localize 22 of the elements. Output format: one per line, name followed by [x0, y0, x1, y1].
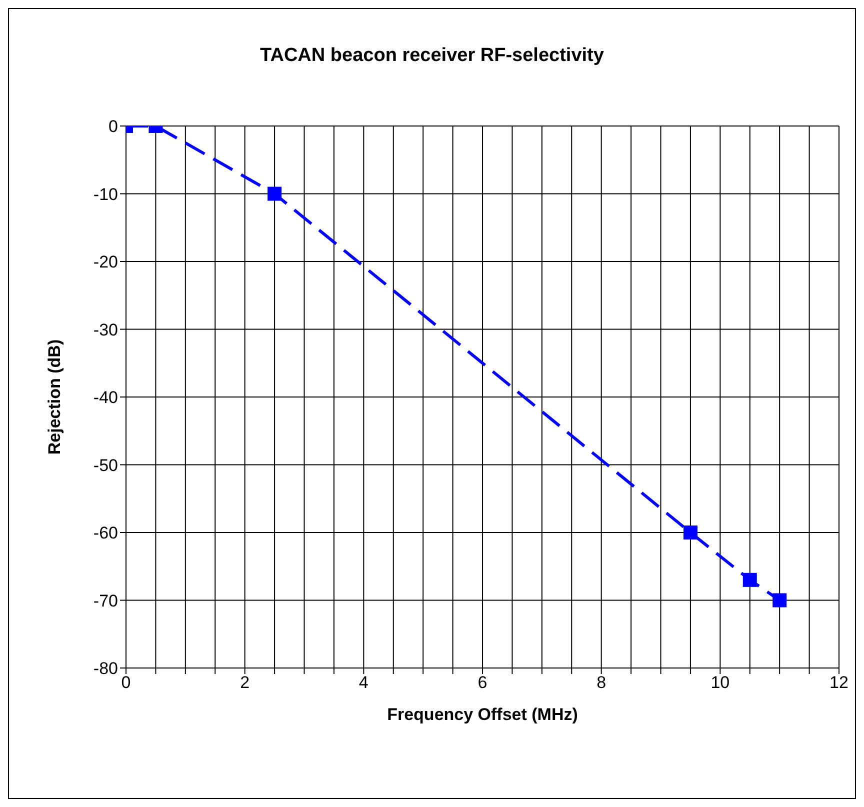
x-tick-label: 0 — [121, 673, 131, 692]
x-tick-label: 6 — [478, 673, 488, 692]
x-tick-label: 10 — [710, 673, 730, 692]
y-tick-label: -50 — [93, 456, 118, 475]
chart-title: TACAN beacon receiver RF-selectivity — [259, 45, 605, 67]
y-tick-label: -60 — [93, 524, 118, 543]
point — [683, 526, 698, 540]
x-axis-title: Frequency Offset (MHz) — [387, 705, 578, 724]
point — [742, 572, 757, 587]
y-tick-label: 0 — [108, 117, 118, 136]
y-tick-label: -30 — [93, 320, 118, 340]
y-tick-label: -80 — [93, 659, 118, 678]
x-tick-label: 4 — [358, 673, 368, 692]
x-tick-label: 12 — [830, 673, 848, 692]
y-tick-label: -70 — [93, 591, 118, 610]
point — [772, 593, 787, 608]
y-tick-label: -40 — [93, 388, 118, 408]
x-tick-label: 2 — [240, 673, 250, 692]
y-tick-label: -10 — [93, 184, 118, 204]
y-tick-label: -20 — [93, 252, 118, 272]
y-axis-title: Rejection (dB) — [45, 339, 64, 455]
x-tick-label: 8 — [596, 673, 606, 692]
